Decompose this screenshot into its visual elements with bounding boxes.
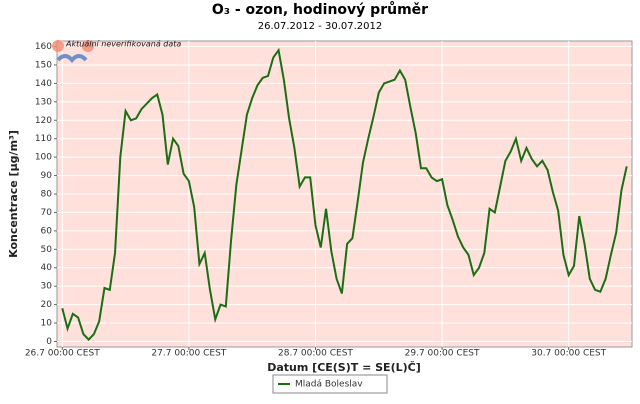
- y-tick-label: 160: [35, 42, 52, 52]
- y-axis-title: Koncentrace [µg/m³]: [7, 130, 20, 258]
- y-tick-label: 0: [46, 337, 52, 347]
- y-tick-label: 120: [35, 116, 52, 126]
- x-tick-label: 26.7 00:00 CEST: [25, 349, 100, 359]
- y-tick-label: 90: [41, 171, 53, 181]
- y-tick-label: 40: [41, 263, 53, 273]
- chart-subtitle: 26.07.2012 - 30.07.2012: [258, 21, 382, 32]
- plot-area: [54, 40, 633, 350]
- logo: [52, 40, 94, 64]
- legend-box: [272, 374, 388, 394]
- y-tick-label: 140: [35, 79, 52, 89]
- legend-label: Mladá Boleslav: [295, 380, 363, 390]
- y-tick-label: 70: [41, 208, 53, 218]
- data-line: [61, 47, 628, 342]
- y-tick-label: 110: [35, 134, 52, 144]
- y-tick-label: 50: [41, 245, 53, 255]
- y-tick-label: 130: [35, 97, 52, 107]
- x-tick-label: 30.7 00:00 CEST: [531, 349, 606, 359]
- annotation: Aktuální neverifikovaná data: [65, 40, 181, 49]
- x-tick-label: 28.7 00:00 CEST: [278, 349, 353, 359]
- x-axis-title: Datum [CE(S)T = SE(L)Č]: [267, 361, 421, 374]
- y-tick-label: 100: [35, 153, 52, 163]
- x-tick-label: 29.7 00:00 CEST: [405, 349, 480, 359]
- y-tick-label: 10: [41, 319, 53, 329]
- legend: Mladá Boleslav: [272, 374, 388, 394]
- y-tick-label: 30: [41, 282, 53, 292]
- y-tick-label: 20: [41, 300, 53, 310]
- y-tick-label: 150: [35, 60, 52, 70]
- chart-title: O₃ - ozon, hodinový průměr: [212, 1, 428, 18]
- y-tick-label: 60: [41, 226, 53, 236]
- x-tick-label: 27.7 00:00 CEST: [151, 349, 226, 359]
- y-tick-label: 80: [41, 190, 53, 200]
